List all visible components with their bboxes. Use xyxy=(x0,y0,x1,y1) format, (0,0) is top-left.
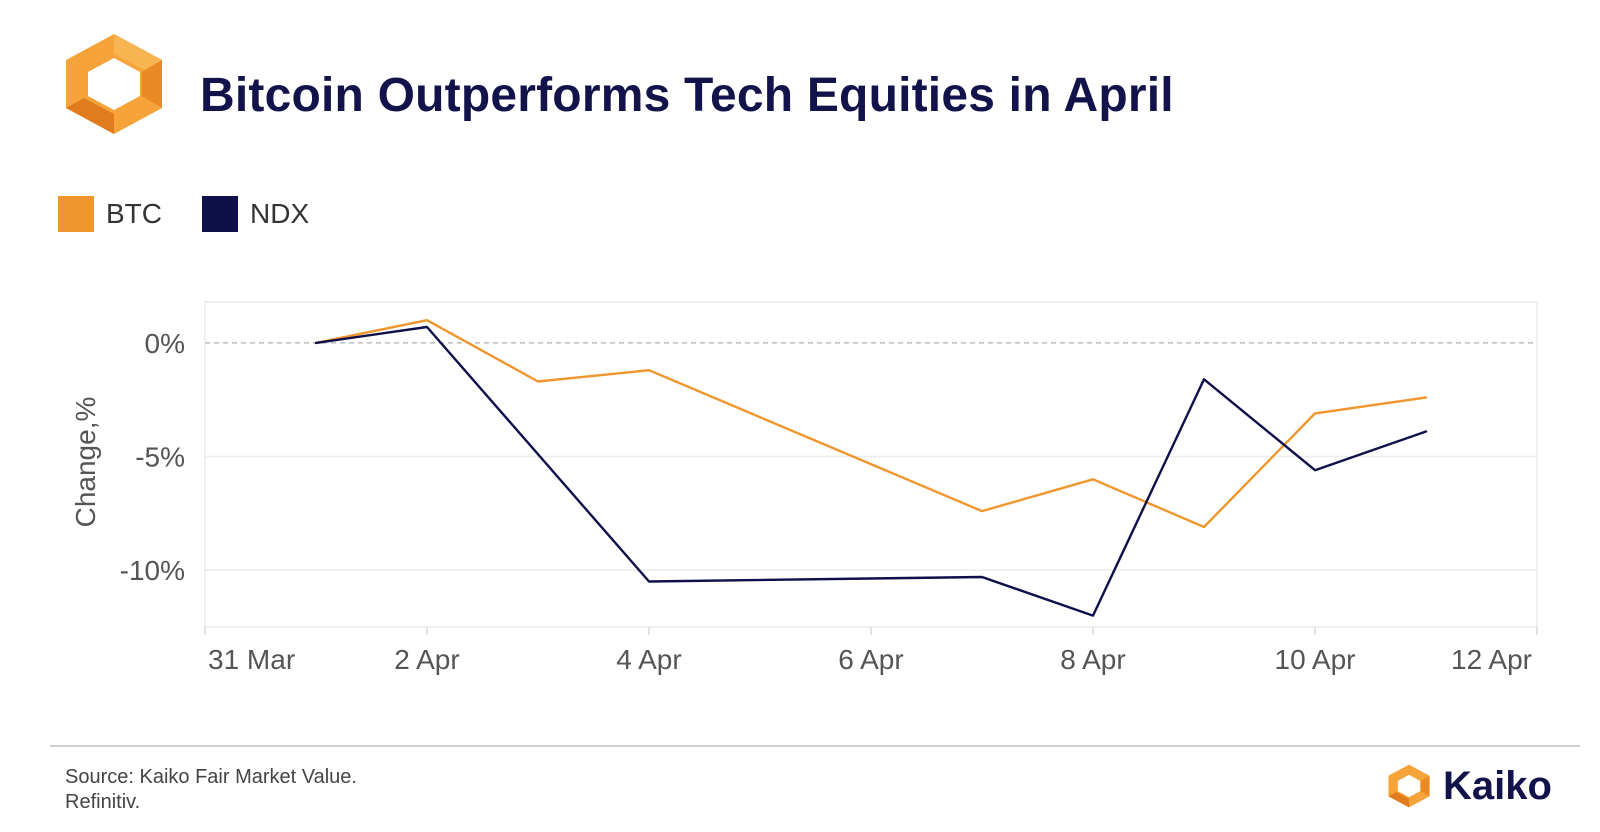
kaiko-brand-icon xyxy=(1388,764,1430,808)
y-tick-label: -5% xyxy=(135,442,185,473)
legend-swatch-btc xyxy=(58,196,94,232)
source-note: Source: Kaiko Fair Market Value. Refinit… xyxy=(65,765,357,815)
y-axis-label: Change,% xyxy=(70,397,101,528)
grid-lines xyxy=(205,342,1537,571)
page-title: Bitcoin Outperforms Tech Equities in Apr… xyxy=(200,69,1174,122)
source-line-2: Refinitiv. xyxy=(65,791,141,813)
brand-name: Kaiko xyxy=(1443,763,1552,808)
x-tick-label: 10 Apr xyxy=(1275,644,1356,675)
x-tick-label: 31 Mar xyxy=(208,644,295,675)
source-line-1: Source: Kaiko Fair Market Value. xyxy=(65,766,357,788)
x-axis-ticks: 31 Mar 2 Apr 4 Apr 6 Apr 8 Apr 10 Apr 12 Apr xyxy=(204,627,1538,675)
series-line-btc xyxy=(314,319,1428,529)
y-axis-ticks: 0% -5% -10% xyxy=(120,328,185,586)
footer-divider xyxy=(50,745,1580,747)
x-tick-label: 4 Apr xyxy=(616,644,681,675)
legend-label-ndx: NDX xyxy=(250,198,310,229)
x-tick-label: 2 Apr xyxy=(394,644,459,675)
x-tick-label: 6 Apr xyxy=(838,644,903,675)
legend-label-btc: BTC xyxy=(106,198,162,229)
y-tick-label: -10% xyxy=(120,555,185,586)
brand-mark: Kaiko xyxy=(1385,762,1552,810)
x-tick-label: 8 Apr xyxy=(1060,644,1125,675)
x-tick-label: 12 Apr xyxy=(1451,644,1532,675)
legend-item-btc: BTC xyxy=(58,196,162,232)
legend-item-ndx: NDX xyxy=(202,196,309,232)
series-lines xyxy=(314,319,1428,617)
y-tick-label: 0% xyxy=(145,328,185,359)
chart-legend: BTC NDX xyxy=(58,196,349,232)
series-line-ndx xyxy=(314,325,1428,617)
legend-swatch-ndx xyxy=(202,196,238,232)
kaiko-logo-icon xyxy=(66,34,162,134)
